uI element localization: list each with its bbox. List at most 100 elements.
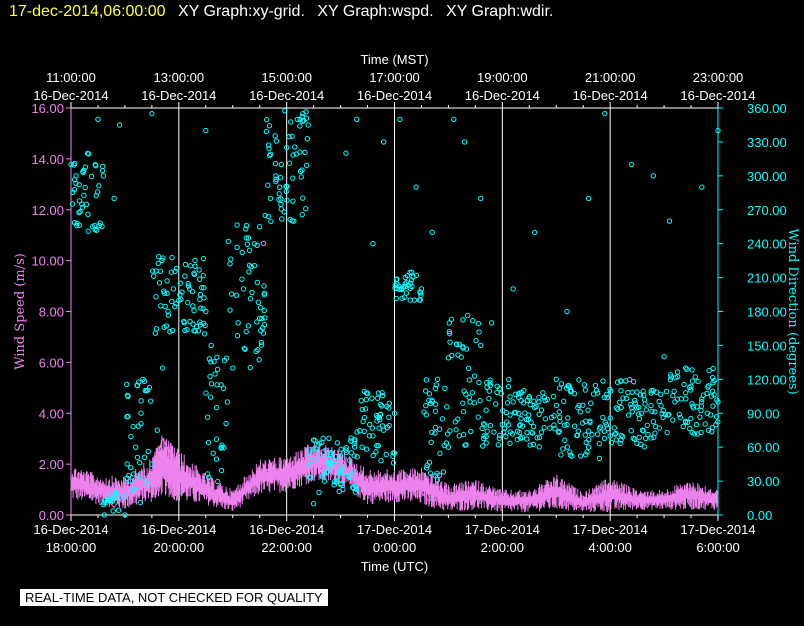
wind-direction-point: [555, 429, 562, 435]
wind-direction-point: [503, 409, 509, 416]
wind-direction-point: [429, 229, 435, 236]
wind-direction-point: [71, 176, 78, 183]
wind-direction-point: [158, 303, 164, 309]
wind-direction-point: [134, 454, 141, 461]
wind-direction-point: [477, 397, 483, 404]
wind-direction-point: [452, 419, 458, 425]
wind-direction-point: [445, 355, 452, 361]
wind-direction-point: [261, 283, 267, 289]
wind-direction-point: [540, 390, 546, 396]
wind-direction-point: [672, 399, 678, 405]
wind-direction-point: [542, 397, 548, 404]
wind-direction-point: [165, 312, 172, 318]
wind-direction-point: [314, 457, 320, 463]
wind-direction-point: [715, 419, 721, 425]
wind-direction-point: [652, 430, 658, 436]
wind-direction-point: [278, 161, 284, 168]
wind-direction-point: [422, 388, 429, 394]
top-tick-time: 23:00:00: [693, 70, 744, 85]
wind-direction-point: [629, 161, 635, 168]
wind-direction-point: [568, 388, 574, 395]
wind-direction-point: [467, 399, 473, 405]
wind-direction-point: [476, 379, 482, 386]
wind-direction-point: [671, 388, 677, 395]
wind-direction-point: [208, 342, 214, 349]
wind-direction-point: [268, 218, 274, 225]
bottom-tick-date: 16-Dec-2014: [249, 522, 324, 537]
wind-direction-point: [587, 418, 593, 424]
wind-direction-point: [375, 443, 381, 449]
wind-direction-point: [370, 240, 376, 247]
wind-direction-point: [201, 295, 207, 301]
wind-direction-point: [551, 413, 557, 419]
wind-direction-point: [203, 127, 209, 134]
wind-direction-point: [147, 398, 154, 404]
wind-direction-point: [220, 385, 227, 391]
wind-direction-point: [159, 257, 165, 264]
wind-direction-point: [607, 433, 613, 439]
wind-direction-point: [709, 374, 716, 381]
wind-direction-point: [185, 283, 192, 289]
wind-direction-point: [470, 318, 476, 324]
wind-direction-point: [611, 425, 617, 431]
wind-direction-point: [153, 294, 159, 300]
quality-notice: REAL-TIME DATA, NOT CHECKED FOR QUALITY: [20, 589, 328, 606]
wind-direction-point: [515, 391, 522, 397]
wind-direction-point: [705, 427, 712, 434]
wind-direction-point: [224, 399, 231, 405]
wind-direction-point: [483, 440, 489, 446]
wind-direction-point: [273, 178, 279, 185]
wind-direction-point: [85, 228, 91, 234]
right-tick-label: 120.00: [747, 372, 787, 387]
wind-direction-point: [536, 399, 542, 405]
wind-direction-point: [464, 312, 471, 319]
wind-direction-point: [366, 433, 373, 439]
wind-direction-point: [644, 422, 650, 429]
wind-direction-point: [460, 409, 467, 415]
wind-direction-point: [384, 424, 391, 431]
wind-direction-point: [379, 389, 385, 396]
wind-direction-point: [689, 367, 695, 373]
wind-direction-point: [684, 419, 691, 426]
wind-direction-point: [228, 256, 234, 262]
wind-direction-point: [442, 385, 448, 392]
wind-direction-point: [187, 263, 194, 269]
wind-direction-point: [612, 431, 618, 437]
wind-direction-point: [507, 429, 514, 435]
wind-direction-point: [225, 238, 232, 245]
wind-direction-point: [199, 284, 205, 291]
wind-direction-point: [557, 418, 563, 425]
top-tick-time: 15:00:00: [261, 70, 312, 85]
wind-direction-point: [68, 161, 74, 168]
wind-direction-point: [362, 406, 369, 412]
wind-direction-point: [192, 263, 198, 269]
right-tick-label: 210.00: [747, 271, 787, 286]
wind-direction-point: [307, 447, 313, 453]
wind-direction-point: [637, 441, 644, 447]
wind-direction-point: [363, 446, 370, 452]
wind-direction-point: [185, 280, 191, 287]
wind-direction-point: [259, 325, 266, 331]
wind-direction-point: [657, 391, 664, 398]
wind-direction-point: [228, 291, 235, 297]
wind-direction-point: [152, 330, 159, 336]
wind-direction-point: [576, 377, 582, 383]
wind-direction-point: [266, 152, 273, 159]
wind-direction-point: [88, 173, 95, 180]
wind-direction-point: [596, 441, 602, 447]
wind-direction-point: [155, 260, 161, 267]
wind-direction-point: [640, 388, 646, 394]
wind-direction-point: [337, 469, 343, 475]
wind-direction-point: [680, 423, 686, 430]
wind-direction-point: [192, 257, 198, 264]
wind-direction-point: [262, 212, 268, 219]
wind-direction-point: [260, 240, 267, 247]
wind-direction-point: [589, 432, 595, 438]
wind-direction-point: [567, 452, 574, 458]
wind-direction-point: [319, 439, 325, 446]
wind-direction-point: [182, 261, 189, 268]
wind-direction-point: [195, 328, 202, 334]
wind-direction-point: [303, 205, 309, 212]
wind-direction-point: [369, 395, 375, 401]
bottom-tick-time: 0:00:00: [373, 540, 416, 555]
